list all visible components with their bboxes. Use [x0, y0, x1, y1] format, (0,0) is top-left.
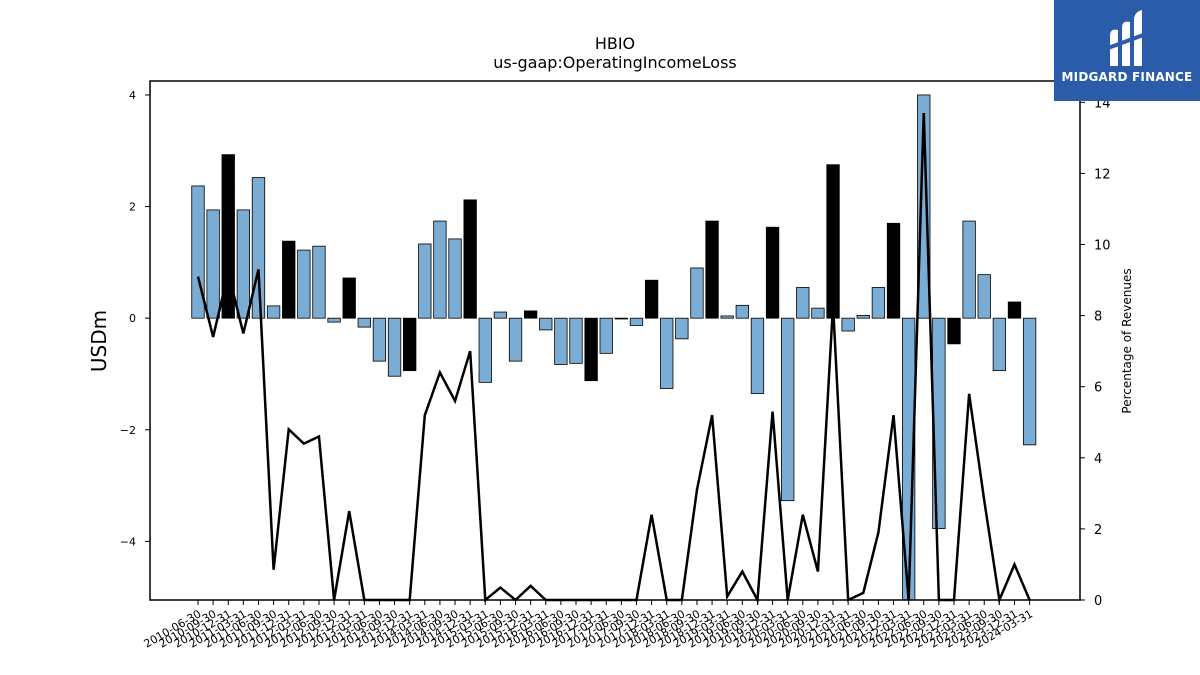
left-y-axis: −4 −2 0 2 4	[120, 89, 150, 548]
bar	[387, 317, 402, 377]
bar	[1007, 301, 1022, 319]
bar	[478, 317, 492, 383]
y2-tick-label: 4	[1094, 452, 1102, 467]
bar	[675, 317, 689, 340]
bar	[765, 226, 780, 319]
bar	[523, 310, 538, 319]
plot-frame	[149, 80, 1081, 601]
bar	[206, 209, 220, 319]
bar	[660, 317, 674, 389]
bar	[826, 164, 840, 319]
bar	[569, 317, 583, 364]
bar	[251, 177, 266, 319]
bar	[947, 317, 961, 345]
bar	[629, 317, 644, 326]
bar	[312, 245, 326, 319]
bar	[750, 317, 765, 394]
bar	[841, 317, 855, 332]
bar	[403, 317, 417, 372]
bar	[614, 317, 629, 320]
y-tick-label: 2	[129, 201, 136, 214]
bar	[917, 94, 931, 319]
y-tick-label: −4	[120, 535, 136, 548]
bar	[781, 317, 795, 502]
bar	[372, 317, 387, 362]
y2-tick-label: 10	[1094, 239, 1111, 254]
bar	[871, 287, 886, 319]
bar	[508, 317, 523, 362]
logo-mark-icon	[1107, 10, 1147, 67]
brand-logo: MIDGARD FINANCE	[1054, 0, 1200, 101]
bar	[811, 307, 825, 319]
bar	[886, 222, 901, 319]
chart-title: HBIO	[595, 34, 635, 53]
bar	[705, 220, 719, 319]
y2-tick-label: 6	[1094, 381, 1102, 396]
bar	[539, 317, 553, 331]
bar	[599, 317, 613, 354]
y-tick-label: −2	[120, 424, 136, 437]
bar	[690, 267, 704, 319]
bar-series	[191, 94, 1037, 601]
bar	[720, 315, 734, 319]
bar	[448, 238, 462, 319]
logo-text: MIDGARD FINANCE	[1061, 70, 1193, 84]
y-tick-label: 4	[129, 89, 136, 102]
y2-axis-label: Percentage of Revenues	[1120, 268, 1134, 413]
bar	[327, 317, 341, 323]
bar	[796, 287, 810, 319]
bar	[856, 314, 870, 319]
bar	[493, 311, 508, 319]
y-tick-label: 0	[129, 312, 136, 325]
y2-tick-label: 0	[1094, 594, 1102, 609]
bar	[584, 317, 598, 382]
bar	[977, 274, 991, 319]
bar	[282, 240, 296, 319]
bar	[236, 209, 251, 319]
bar	[266, 305, 281, 319]
bar	[1022, 317, 1037, 446]
x-axis: 2010-06-302010-09-302010-12-312011-03-31…	[142, 600, 1035, 651]
bar	[463, 199, 477, 319]
chart-subtitle: us-gaap:OperatingIncomeLoss	[493, 53, 737, 72]
bar	[554, 317, 568, 365]
y2-tick-label: 8	[1094, 310, 1102, 325]
bar	[418, 243, 432, 319]
bar	[297, 249, 311, 319]
bar	[644, 279, 659, 319]
bar	[735, 304, 749, 319]
y-axis-label: USDm	[87, 310, 111, 372]
bar	[221, 154, 235, 319]
bar	[342, 277, 356, 319]
y2-tick-label: 12	[1094, 167, 1111, 182]
bar	[357, 317, 371, 328]
y2-tick-label: 2	[1094, 523, 1102, 538]
bar	[433, 220, 447, 319]
bar	[962, 220, 976, 319]
bar	[992, 317, 1007, 372]
